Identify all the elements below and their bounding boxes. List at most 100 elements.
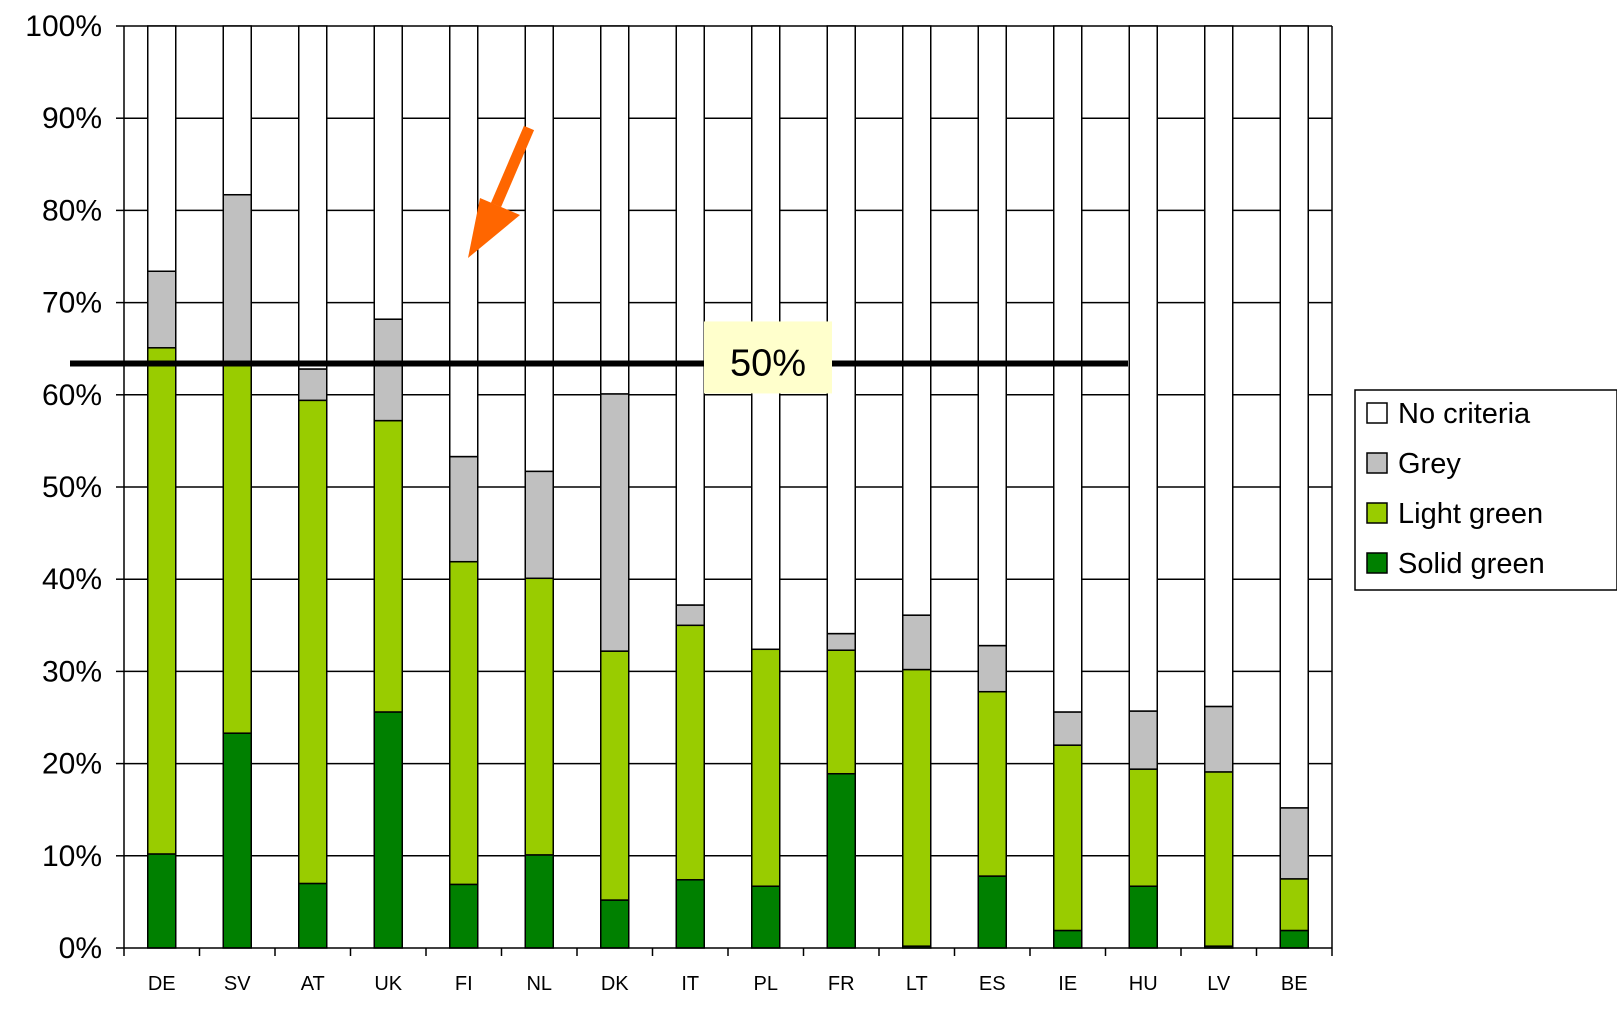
bar-stack-lt — [902, 25, 932, 949]
bar-segment-solid-green — [222, 732, 252, 949]
bar-stack-ie — [1053, 25, 1083, 949]
bar-segment-grey — [1128, 710, 1158, 770]
y-tick-label: 0% — [59, 932, 102, 965]
bar-segment-solid-green — [1053, 929, 1083, 949]
bar-stack-nl — [524, 25, 554, 949]
reference-callout-label: 50% — [730, 342, 806, 384]
bar-segment-grey — [675, 604, 705, 627]
bar-segment-grey — [902, 614, 932, 671]
bar-segment-grey — [147, 270, 177, 349]
x-category-label: PL — [754, 973, 778, 995]
bar-segment-grey — [1279, 807, 1309, 880]
x-category-label: FI — [455, 973, 473, 995]
bar-segment-grey — [298, 368, 328, 402]
legend-label: Grey — [1398, 448, 1461, 480]
legend-item-light-green: Light green — [1366, 498, 1543, 530]
bar-segment-solid-green — [524, 854, 554, 949]
bar-stack-hu — [1128, 25, 1158, 949]
bar-segment-light-green — [751, 648, 781, 887]
x-category-label: LT — [906, 973, 928, 995]
bar-segment-no-criteria — [1128, 25, 1158, 712]
bar-stack-pl — [751, 25, 781, 949]
bar-segment-light-green — [524, 577, 554, 856]
bar-segment-grey — [524, 470, 554, 580]
bar-stack-es — [977, 25, 1007, 949]
bar-segment-no-criteria — [600, 25, 630, 395]
arrow-head-icon — [468, 198, 520, 258]
bar-segment-solid-green — [675, 879, 705, 949]
bar-segment-no-criteria — [1204, 25, 1234, 708]
bar-segment-light-green — [1279, 878, 1309, 932]
orange-arrow-annotation — [468, 125, 535, 258]
legend-item-grey: Grey — [1366, 448, 1461, 480]
legend-swatch — [1366, 552, 1388, 574]
x-category-label: BE — [1281, 973, 1308, 995]
bar-segment-light-green — [675, 624, 705, 881]
bar-segment-grey — [826, 632, 856, 651]
bar-stack-uk — [373, 25, 403, 949]
bar-segment-solid-green — [147, 853, 177, 949]
bar-segment-grey — [600, 393, 630, 652]
bar-segment-light-green — [449, 560, 479, 886]
bar-segment-light-green — [1053, 744, 1083, 932]
bar-stack-fr — [826, 25, 856, 949]
bar-segment-grey — [1053, 711, 1083, 746]
x-category-label: LV — [1207, 973, 1231, 995]
y-tick-label: 80% — [42, 194, 102, 227]
legend-box — [1354, 389, 1617, 591]
legend-item-solid-green: Solid green — [1366, 548, 1545, 580]
bar-segment-light-green — [600, 650, 630, 901]
legend-swatch — [1366, 502, 1388, 524]
bar-segment-light-green — [977, 690, 1007, 877]
legend-label: Light green — [1398, 498, 1543, 530]
bar-segment-no-criteria — [373, 25, 403, 320]
bar-segment-light-green — [222, 362, 252, 734]
x-category-label: ES — [979, 973, 1006, 995]
y-tick-label: 60% — [42, 379, 102, 412]
x-category-label: HU — [1129, 973, 1158, 995]
x-category-label: FR — [828, 973, 855, 995]
bar-segment-no-criteria — [298, 25, 328, 370]
y-tick-label: 70% — [42, 287, 102, 320]
y-tick-label: 90% — [42, 102, 102, 135]
bar-segment-grey — [1204, 705, 1234, 773]
bar-segment-grey — [977, 644, 1007, 693]
y-tick-label: 50% — [42, 471, 102, 504]
bar-stack-de — [147, 25, 177, 949]
bar-segment-no-criteria — [524, 25, 554, 473]
x-category-label: AT — [301, 973, 325, 995]
x-category-label: IE — [1058, 973, 1077, 995]
x-category-label: DE — [148, 973, 176, 995]
axes — [116, 25, 1333, 956]
bar-stacks — [147, 25, 1309, 949]
bar-stack-lv — [1204, 25, 1234, 949]
y-tick-label: 10% — [42, 840, 102, 873]
bar-segment-no-criteria — [1053, 25, 1083, 713]
x-category-label: NL — [526, 973, 552, 995]
reference-line: 50% — [70, 321, 1128, 394]
legend-label: No criteria — [1398, 398, 1531, 430]
y-tick-label: 30% — [42, 655, 102, 688]
x-category-label: UK — [374, 973, 402, 995]
bar-segment-grey — [373, 318, 403, 422]
bar-segment-no-criteria — [147, 25, 177, 273]
bar-stack-at — [298, 25, 328, 949]
bar-segment-light-green — [1128, 768, 1158, 887]
bar-segment-light-green — [902, 668, 932, 947]
bar-segment-light-green — [298, 399, 328, 885]
bar-stack-fi — [449, 25, 479, 949]
bar-segment-solid-green — [600, 899, 630, 949]
bar-segment-light-green — [826, 649, 856, 775]
y-axis-tick-labels: 0% 10% 20% 30% 40% 50% 60% 70% 80% 90% 100% — [25, 10, 102, 965]
bar-stack-sv — [222, 25, 252, 949]
legend-swatch — [1366, 452, 1388, 474]
x-category-label: IT — [681, 973, 699, 995]
bar-stack-it — [675, 25, 705, 949]
x-axis-category-labels: DE SV AT UK FI NL DK IT PL FR LT ES IE HU LV BE — [148, 973, 1308, 995]
bar-segment-light-green — [147, 347, 177, 855]
bar-segment-no-criteria — [222, 25, 252, 196]
legend-label: Solid green — [1398, 548, 1545, 580]
bar-segment-solid-green — [751, 885, 781, 949]
y-tick-label: 20% — [42, 748, 102, 781]
